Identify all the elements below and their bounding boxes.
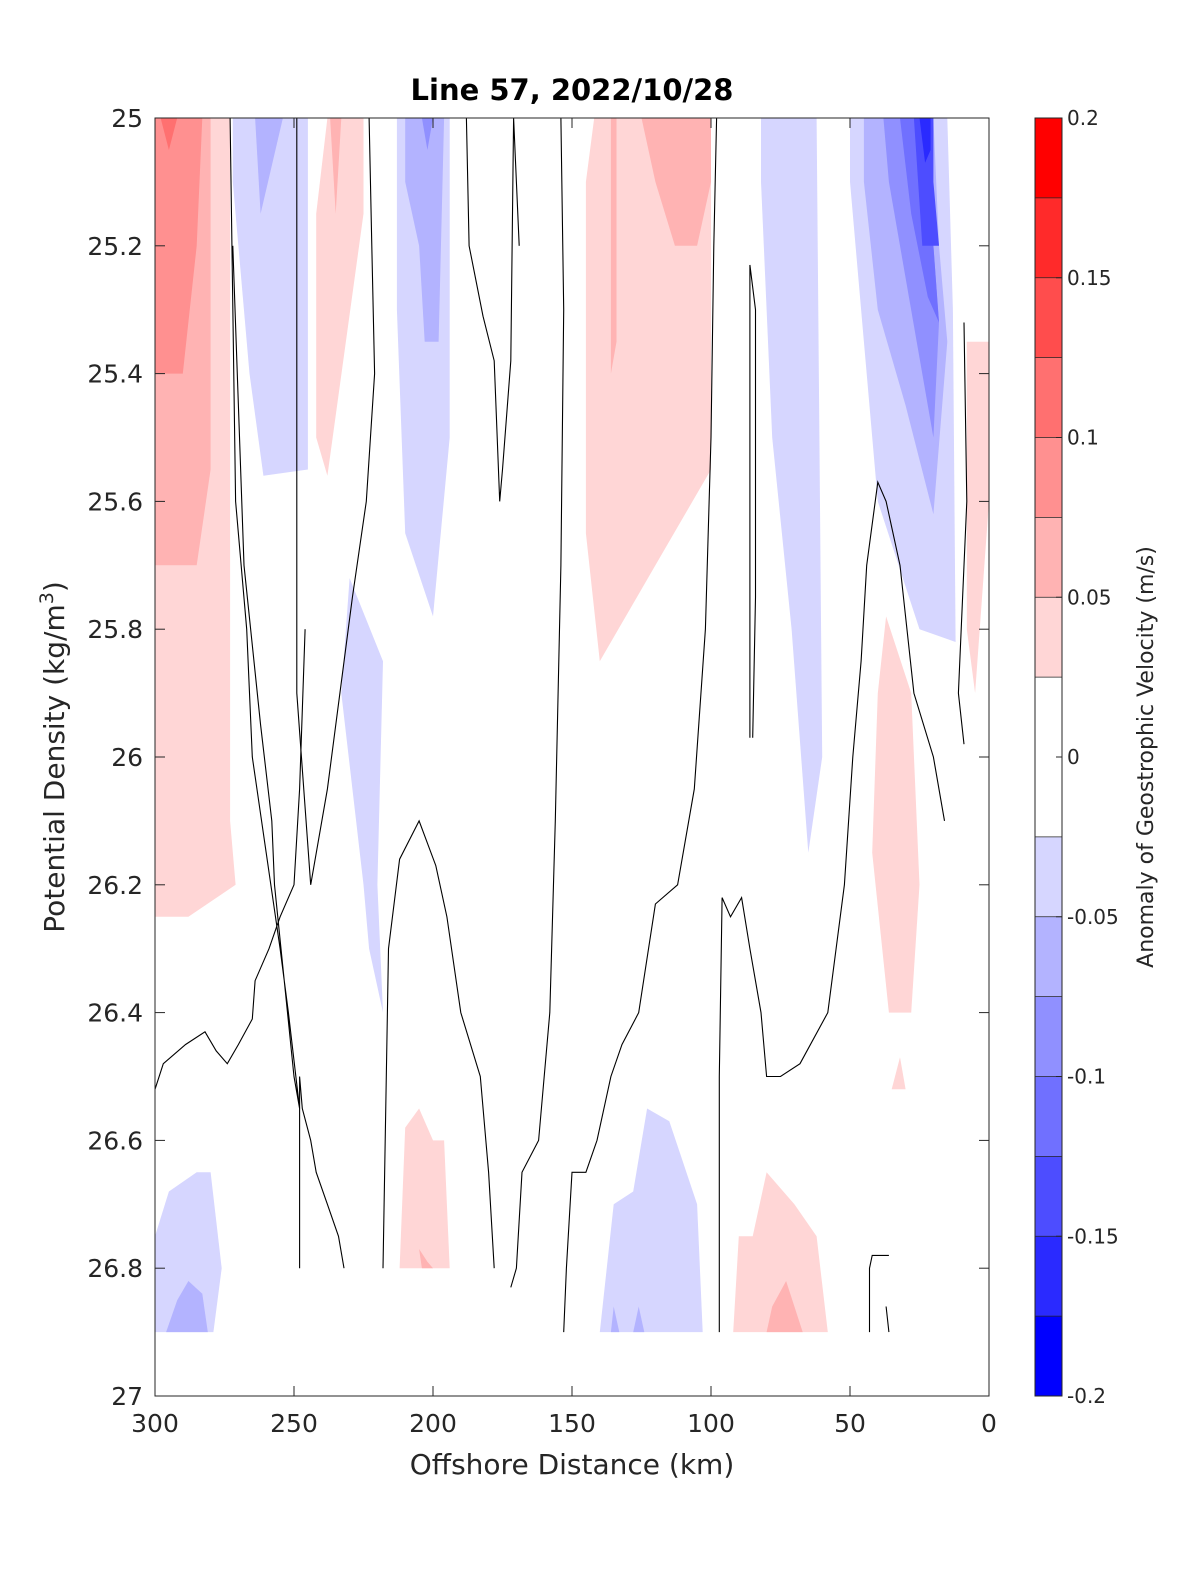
zero-contour-3: [299, 1076, 345, 1269]
colorbar-tick-label: 0.05: [1067, 585, 1112, 609]
x-tick-label: 250: [270, 1409, 318, 1438]
colorbar-tick-label: 0: [1067, 745, 1080, 769]
x-tick-label: 200: [409, 1409, 457, 1438]
y-tick-label: 26.8: [87, 1254, 143, 1283]
colorbar-ticks: 0.2 0.15 0.1 0.05 0 -0.05 -0.1 -0.15 -0.2: [1056, 106, 1119, 1408]
colorbar-swatch-12: [1035, 1156, 1062, 1237]
contour-region-5: [255, 118, 283, 214]
contour-region-28: [155, 1172, 222, 1333]
colorbar-tick-label: 0.2: [1067, 106, 1099, 130]
x-tick-label: 300: [131, 1409, 179, 1438]
y-tick-label: 26.2: [87, 871, 143, 900]
contour-region-3: [160, 118, 178, 150]
y-tick-label: 26: [111, 743, 143, 772]
contour-region-29: [166, 1281, 208, 1333]
contour-region-2: [155, 118, 203, 374]
zero-contour-12: [957, 322, 968, 745]
colorbar-swatch-6: [1035, 597, 1062, 678]
y-tick-label: 25.8: [87, 615, 143, 644]
contour-region-23: [341, 578, 383, 1013]
colorbar-tick-label: 0.15: [1067, 266, 1112, 290]
x-tick-label: 0: [981, 1409, 997, 1438]
y-tick-label: 27: [111, 1382, 143, 1411]
contour-region-33: [733, 1172, 828, 1333]
zero-contour-6: [510, 118, 565, 1288]
colorbar-tick-label: 0.1: [1067, 426, 1099, 450]
colorbar-swatch-9: [1035, 916, 1062, 997]
colorbar-tick-label: -0.15: [1067, 1224, 1119, 1248]
x-tick-label: 100: [687, 1409, 735, 1438]
zero-contour-10: [885, 1306, 890, 1333]
colorbar-swatch-10: [1035, 996, 1062, 1077]
y-axis: 25 25.2 25.4 25.6 25.8 26 26.2 26.4 26.6 26.8 27: [87, 104, 989, 1411]
y-tick-label: 26.6: [87, 1126, 143, 1155]
y-tick-label: 26.4: [87, 999, 143, 1028]
x-tick-label: 50: [834, 1409, 866, 1438]
y-tick-label: 25.6: [87, 487, 143, 516]
y-axis-label-main: Potential Density (kg/m: [38, 604, 71, 933]
y-tick-label: 25: [111, 104, 143, 133]
colorbar-tick-label: -0.05: [1067, 905, 1119, 929]
contour-region-12: [641, 118, 711, 246]
contour-region-4: [232, 118, 308, 476]
filled-contour-regions: [155, 118, 989, 1333]
contour-region-20: [919, 118, 931, 163]
colorbar-swatch-1: [1035, 197, 1062, 278]
contour-region-27: [891, 1057, 906, 1090]
contour-region-30: [599, 1108, 703, 1333]
colorbar-swatch-14: [1035, 1316, 1062, 1396]
zero-contour-7: [563, 118, 718, 1333]
contour-region-32: [633, 1306, 645, 1333]
y-axis-label-close: ): [38, 581, 71, 592]
contour-region-14: [761, 118, 823, 853]
contour-region-7: [330, 118, 342, 214]
contour-region-26: [419, 1249, 433, 1269]
zero-contour-lines: [155, 118, 968, 1333]
zero-contour-8: [718, 480, 946, 1333]
contour-region-9: [405, 118, 445, 342]
contour-region-10: [421, 118, 433, 150]
contour-region-22: [966, 341, 989, 694]
colorbar-swatch-13: [1035, 1236, 1062, 1317]
colorbar-swatch-2: [1035, 277, 1062, 358]
y-tick-label: 25.2: [87, 232, 143, 261]
colorbar-label: Anomaly of Geostrophic Velocity (m/s): [1134, 546, 1159, 968]
contour-region-6: [316, 118, 364, 476]
colorbar-swatch-4: [1035, 437, 1062, 518]
colorbar-swatch-0: [1035, 118, 1062, 198]
colorbar-tick-label: -0.1: [1067, 1065, 1106, 1089]
colorbar-swatch-8: [1035, 836, 1062, 917]
zero-contour-1: [296, 118, 376, 885]
y-tick-label: 25.4: [87, 360, 143, 389]
colorbar-tick-label: -0.2: [1067, 1384, 1106, 1408]
contour-region-11: [585, 118, 711, 662]
y-axis-label-sup: 3: [36, 592, 58, 604]
contour-region-24: [872, 616, 920, 1013]
contour-region-13: [610, 118, 617, 374]
zero-contour-9: [749, 264, 757, 738]
x-tick-label: 150: [548, 1409, 596, 1438]
y-axis-label: Potential Density (kg/m3): [36, 581, 71, 933]
contour-region-19: [913, 118, 939, 246]
colorbar: [1034, 117, 1063, 1397]
zero-contour-0: [229, 118, 301, 1109]
zero-contour-5: [465, 118, 520, 502]
colorbar-swatch-5: [1035, 517, 1062, 598]
chart-title: Line 57, 2022/10/28: [411, 73, 734, 107]
contour-region-25: [399, 1108, 450, 1269]
zero-contour-11: [868, 1254, 889, 1333]
contour-region-31: [610, 1306, 620, 1333]
zero-contour-2: [155, 629, 306, 1090]
colorbar-swatch-11: [1035, 1076, 1062, 1157]
x-axis-label: Offshore Distance (km): [410, 1448, 735, 1481]
contour-region-34: [766, 1281, 803, 1333]
colorbar-swatch-3: [1035, 357, 1062, 438]
x-axis: 300 250 200 150 100 50 0: [131, 118, 997, 1438]
zero-contour-4: [382, 819, 495, 1269]
